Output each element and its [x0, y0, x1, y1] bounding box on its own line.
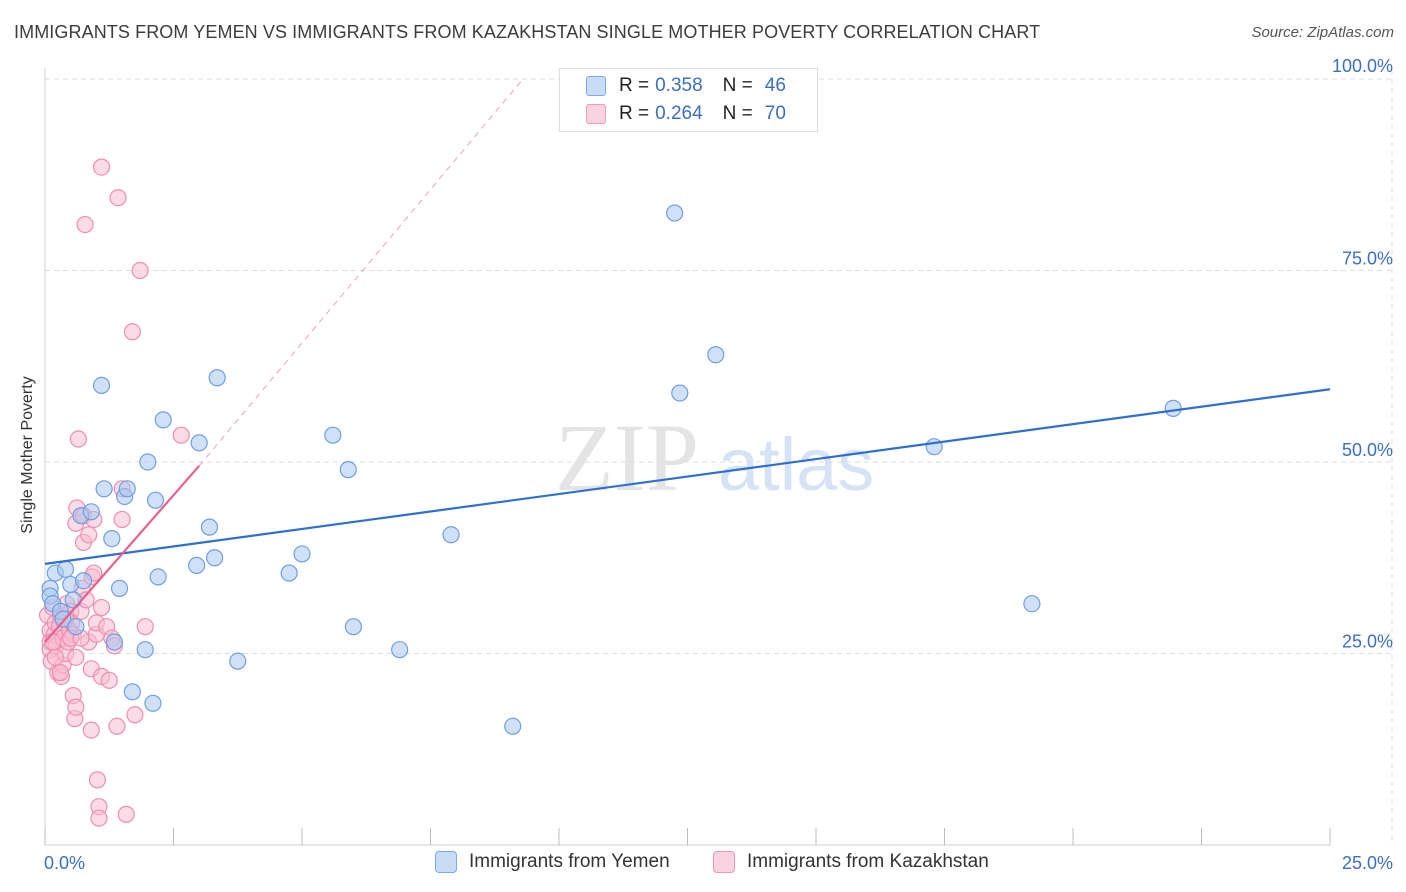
series-legend-yemen: Immigrants from Yemen: [435, 851, 670, 873]
yemen-legend-swatch: [435, 851, 457, 873]
series-legend-kazakhstan: Immigrants from Kazakhstan: [713, 851, 989, 873]
kazakhstan-point: [82, 721, 100, 739]
yemen-legend-label: Immigrants from Yemen: [469, 851, 670, 872]
kazakhstan-point: [51, 664, 70, 682]
yemen-point: [144, 694, 162, 712]
yemen-point: [293, 545, 311, 563]
yemen-point: [925, 438, 943, 456]
r-label: R =: [619, 75, 650, 96]
kazakhstan-point: [100, 671, 118, 689]
yemen-point: [442, 526, 460, 544]
kazakhstan-point: [109, 189, 127, 207]
yemen-point: [190, 434, 208, 452]
yemen-point: [208, 369, 226, 387]
source-credit: Source: ZipAtlas.com: [1251, 24, 1394, 41]
kazakhstan-n-value: 70: [764, 103, 786, 124]
kazakhstan-trend-line: [44, 465, 201, 643]
kazakhstan-point: [92, 158, 111, 176]
kazakhstan-point: [131, 261, 149, 280]
yemen-point: [103, 529, 121, 548]
watermark-atlas: atlas: [718, 423, 874, 506]
y-tick-label: 100.0%: [1332, 56, 1393, 76]
yemen-point: [74, 572, 93, 590]
kazakhstan-swatch: [586, 104, 606, 124]
kazakhstan-point: [67, 648, 85, 666]
yemen-point: [280, 564, 298, 582]
yemen-n-value: 46: [764, 75, 786, 96]
kazakhstan-point: [76, 215, 94, 234]
yemen-trend-line: [44, 388, 1331, 565]
yemen-point: [92, 376, 111, 394]
kazakhstan-point: [136, 618, 154, 636]
yemen-point: [200, 518, 219, 536]
yemen-point: [56, 560, 75, 578]
n-label: N =: [722, 103, 753, 124]
yemen-point: [707, 346, 725, 364]
yemen-point: [123, 683, 141, 701]
kazakhstan-point: [113, 510, 131, 529]
yemen-point: [67, 618, 85, 636]
kazakhstan-point: [46, 648, 64, 666]
yemen-point: [110, 579, 129, 597]
kazakhstan-point: [117, 805, 135, 823]
kazakhstan-point: [88, 771, 107, 789]
legend-row-kazakhstan: R = 0.264 N = 70: [586, 101, 786, 127]
kazakhstan-point: [67, 698, 85, 716]
yemen-point: [64, 591, 82, 609]
kazakhstan-point: [92, 598, 111, 617]
yemen-r-value: 0.358: [655, 75, 703, 96]
n-label: N =: [722, 75, 753, 96]
watermark-zip: ZIP: [555, 404, 699, 511]
yemen-point: [95, 480, 113, 498]
x-tick-label: 25.0%: [1342, 853, 1393, 873]
kazakhstan-point: [69, 430, 88, 448]
yemen-swatch: [586, 76, 606, 96]
yemen-point: [339, 461, 357, 479]
yemen-point: [666, 204, 684, 222]
yemen-point: [504, 717, 522, 735]
y-tick-label: 25.0%: [1342, 632, 1393, 652]
x-tick-label: 0.0%: [44, 853, 85, 873]
yemen-point: [1164, 399, 1182, 417]
yemen-point: [1023, 595, 1041, 613]
yemen-point: [146, 491, 165, 509]
y-tick-label: 75.0%: [1342, 249, 1393, 269]
yemen-point: [154, 411, 172, 429]
kazakhstan-point: [44, 633, 62, 651]
yemen-point: [391, 641, 409, 659]
correlation-legend: R = 0.358 N = 46 R = 0.264 N = 70: [559, 68, 818, 132]
y-tick-label: 50.0%: [1342, 440, 1393, 460]
chart-title: IMMIGRANTS FROM YEMEN VS IMMIGRANTS FROM…: [14, 22, 1041, 42]
yemen-point: [324, 426, 342, 444]
yemen-point: [344, 618, 362, 636]
kazakhstan-point: [126, 706, 144, 724]
yemen-point: [139, 453, 157, 471]
yemen-point: [136, 641, 154, 659]
kazakhstan-legend-swatch: [713, 851, 735, 873]
kazakhstan-r-value: 0.264: [655, 103, 703, 124]
yemen-point: [82, 503, 100, 521]
kazakhstan-point: [90, 809, 108, 827]
yemen-point: [149, 568, 167, 586]
kazakhstan-legend-label: Immigrants from Kazakhstan: [747, 851, 989, 872]
kazakhstan-point: [80, 526, 98, 544]
legend-row-yemen: R = 0.358 N = 46: [586, 73, 786, 99]
kazakhstan-point: [108, 717, 126, 735]
yemen-point: [118, 480, 136, 498]
yemen-point: [206, 549, 224, 567]
yemen-point: [105, 633, 123, 651]
yemen-point: [188, 556, 206, 575]
yemen-point: [229, 652, 247, 670]
r-label: R =: [619, 103, 650, 124]
yemen-point: [54, 610, 72, 628]
kazakhstan-point: [172, 426, 190, 444]
yemen-point: [671, 384, 689, 402]
kazakhstan-point: [123, 323, 141, 341]
kazakhstan-trend-extension: [198, 78, 524, 467]
